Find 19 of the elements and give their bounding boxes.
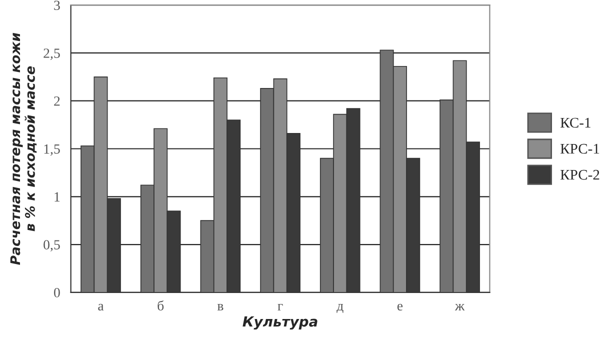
legend-label: КС-1 xyxy=(560,118,590,128)
x-tick-label: д xyxy=(336,304,344,314)
legend-label: КРС-2 xyxy=(560,170,600,180)
y-axis-title: Расчетная потеря массы кожи в % к исходной массе xyxy=(10,32,37,265)
x-tick-label: а xyxy=(98,304,104,311)
x-tick-label: е xyxy=(397,304,403,311)
x-tick-label: г xyxy=(278,304,283,310)
y-tick-label: 2,5 xyxy=(44,48,60,60)
x-axis-title: Культура xyxy=(242,316,318,330)
y-tick-label: 0,5 xyxy=(44,240,60,252)
x-tick-label: в xyxy=(217,304,224,310)
x-tick-label: ж xyxy=(454,304,465,310)
x-tick-label: б xyxy=(158,300,164,311)
y-tick-label: 3 xyxy=(54,0,60,10)
y-tick-label: 0 xyxy=(54,288,60,298)
y-tick-label: 1,5 xyxy=(44,144,60,156)
y-tick-label: 2 xyxy=(54,96,60,106)
y-tick-label: 1 xyxy=(54,192,60,202)
legend-label: КРС-1 xyxy=(560,144,600,154)
